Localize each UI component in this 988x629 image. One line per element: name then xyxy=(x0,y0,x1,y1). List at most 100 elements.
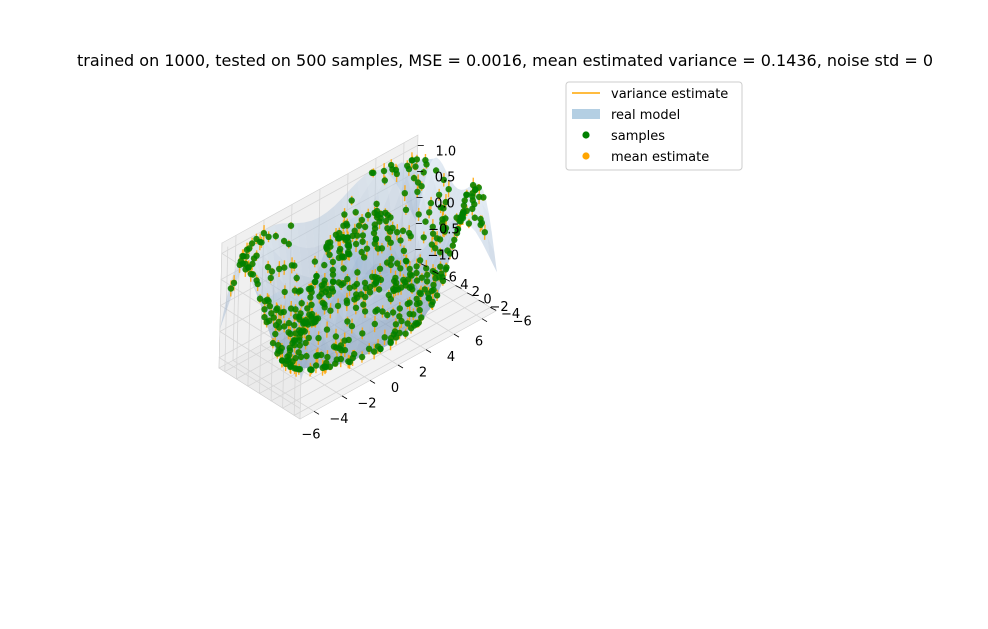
y-tick-label: 6 xyxy=(449,271,457,286)
sample-point xyxy=(366,289,374,296)
sample-point xyxy=(416,257,424,264)
sample-point xyxy=(266,303,274,310)
sample-point xyxy=(285,240,292,248)
surface-facet xyxy=(334,286,345,307)
sample-point xyxy=(373,200,380,208)
surface-facet xyxy=(323,317,335,350)
sample-point xyxy=(326,251,333,258)
surface-facet xyxy=(446,186,458,218)
sample-point xyxy=(440,205,447,212)
surface-facet xyxy=(394,213,405,258)
surface-facet xyxy=(352,307,364,338)
sample-point xyxy=(308,301,315,308)
sample-point xyxy=(243,253,250,260)
sample-point xyxy=(272,232,279,240)
sample-point xyxy=(397,265,404,272)
sample-point xyxy=(344,318,351,325)
sample-point xyxy=(343,299,351,307)
legend: variance estimate real model samples mea… xyxy=(565,81,743,171)
sample-point xyxy=(287,222,295,229)
surface-facet xyxy=(415,196,427,240)
sample-point xyxy=(297,353,305,361)
surface-facet xyxy=(484,216,495,252)
sample-point xyxy=(460,202,468,209)
sample-point xyxy=(392,274,399,282)
sample-point xyxy=(396,305,403,312)
sample-point xyxy=(364,211,372,219)
surface-facet xyxy=(247,240,259,251)
y-tick-label: −4 xyxy=(501,307,520,322)
surface-facet xyxy=(299,246,310,278)
surface-facet xyxy=(407,223,419,265)
surface-facet xyxy=(263,268,274,305)
sample-point xyxy=(445,186,452,193)
legend-samples-swatch xyxy=(582,131,590,139)
surface-facet xyxy=(256,258,267,289)
sample-point xyxy=(376,265,384,272)
y-tick-label: 0 xyxy=(483,293,491,308)
z-grid-line xyxy=(220,171,418,331)
sample-point xyxy=(277,309,285,316)
sample-point xyxy=(405,165,413,173)
sample-point xyxy=(261,314,268,321)
sample-point xyxy=(361,308,369,315)
sample-point xyxy=(307,294,314,301)
sample-point xyxy=(444,247,451,254)
sample-point xyxy=(449,242,456,249)
sample-point xyxy=(297,287,304,294)
x-tick-label: −2 xyxy=(357,396,376,411)
sample-point xyxy=(292,306,299,313)
sample-point xyxy=(375,286,383,293)
sample-point xyxy=(285,319,293,327)
sample-point xyxy=(325,291,332,299)
sample-point xyxy=(329,258,337,266)
surface-facet xyxy=(434,164,446,194)
surface-facet xyxy=(289,223,300,247)
sample-point xyxy=(329,278,337,286)
sample-point xyxy=(413,263,420,270)
sample-point xyxy=(413,269,420,277)
surface-facet xyxy=(381,276,392,292)
sample-point xyxy=(339,253,346,260)
surface-facet xyxy=(284,290,295,298)
surface-facet xyxy=(346,242,358,275)
sample-point xyxy=(276,265,283,273)
sample-point xyxy=(289,358,296,365)
sample-point xyxy=(358,248,365,256)
sample-point xyxy=(387,239,394,246)
y-tick-label: −6 xyxy=(513,314,532,329)
sample-point xyxy=(360,301,367,308)
sample-point xyxy=(365,345,373,352)
sample-point xyxy=(329,271,337,278)
legend-real-model-label: real model xyxy=(611,108,680,123)
sample-point xyxy=(427,199,435,207)
sample-point xyxy=(327,307,334,314)
sample-point xyxy=(312,278,319,285)
sample-point xyxy=(400,247,408,254)
y-grid-line xyxy=(247,261,445,387)
legend-mean-label: mean estimate xyxy=(611,150,709,165)
surface-facet xyxy=(441,217,453,251)
sample-point xyxy=(330,343,338,350)
sample-point xyxy=(393,170,400,177)
sample-point xyxy=(404,300,411,308)
surface-facet xyxy=(391,231,402,264)
sample-point xyxy=(302,339,309,347)
sample-point xyxy=(336,345,343,352)
sample-point xyxy=(385,291,392,299)
sample-point xyxy=(274,305,281,312)
sample-point xyxy=(359,238,366,245)
x-tick-label: 0 xyxy=(391,381,399,396)
x-tick-label: 4 xyxy=(447,350,455,365)
surface-facet xyxy=(443,220,455,253)
sample-point xyxy=(481,229,488,236)
surface-facet xyxy=(472,214,483,244)
surface-facet xyxy=(357,335,368,357)
sample-point xyxy=(433,292,441,299)
surface-facet xyxy=(335,244,347,277)
sample-point xyxy=(401,190,408,197)
sample-point xyxy=(358,353,366,361)
surface-facet xyxy=(381,271,393,296)
sample-point xyxy=(281,288,288,296)
